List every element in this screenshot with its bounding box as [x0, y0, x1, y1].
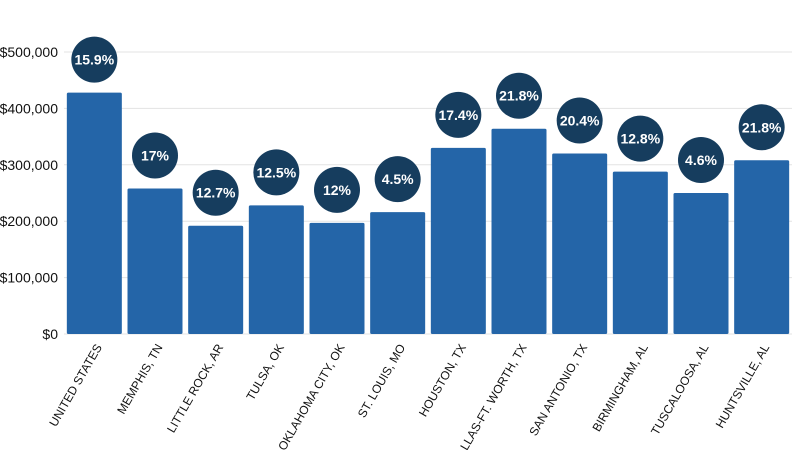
x-category-label: ST. LOUIS, MO [355, 342, 408, 421]
percent-badges: 15.9% 17% 12.7% 12.5% 12% 4.5% 17.4% 21.8% 20.4%… [71, 36, 785, 216]
y-tick-label: $300,000 [0, 157, 58, 173]
x-category-label: SAN ANTONIO, TX [526, 342, 590, 439]
percent-badge-label: 4.6% [685, 152, 717, 168]
percent-badge [738, 104, 785, 151]
bar [430, 147, 486, 334]
y-tick-label: $200,000 [0, 213, 58, 229]
x-category-label: TUSCALOOSA, AL [648, 341, 712, 437]
percent-badge-label: 12.5% [256, 164, 296, 180]
percent-badge [556, 97, 603, 144]
percent-badge [132, 132, 178, 179]
x-category-label: HUNTSVILLE, AL [713, 341, 773, 430]
percent-badge-label: 12% [323, 182, 352, 198]
percent-badge [253, 149, 300, 196]
percent-badge [435, 91, 482, 138]
percent-badge-label: 17% [141, 147, 170, 163]
percent-badge-label: 12.7% [196, 185, 236, 201]
y-tick-label: $100,000 [0, 270, 58, 286]
bar [552, 153, 608, 334]
percent-badge [192, 169, 239, 216]
percent-badge-label: 21.8% [499, 88, 539, 104]
x-category-label: HOUSTON, TX [416, 342, 469, 420]
y-axis-tick-labels: $0 $100,000 $200,000 $300,000 $400,000 $500,0… [0, 44, 58, 342]
y-tick-label: $0 [42, 326, 58, 342]
percent-badge [617, 115, 664, 162]
percent-badge-label: 12.8% [620, 131, 660, 147]
bar [127, 188, 183, 334]
x-category-label: MEMPHIS, TN [114, 342, 165, 417]
x-category-label: OKLAHOMA CITY, OK [275, 342, 347, 450]
percent-badge-label: 4.5% [382, 171, 414, 187]
gridlines [64, 51, 792, 335]
bar [188, 225, 244, 334]
percent-badge [374, 156, 421, 203]
x-category-label: LITTLE ROCK, AR [164, 341, 226, 435]
percent-badge-label: 20.4% [560, 113, 600, 129]
x-category-label: UNITED STATES [46, 342, 105, 429]
x-category-label: TULSA, OK [243, 342, 286, 403]
percent-badge-label: 21.8% [742, 119, 782, 135]
y-tick-label: $400,000 [0, 100, 58, 116]
bar [673, 193, 729, 334]
bar [309, 222, 365, 334]
bars [66, 92, 790, 334]
bar [66, 92, 122, 334]
bar [370, 212, 426, 334]
bar [491, 128, 547, 334]
y-tick-label: $500,000 [0, 44, 58, 60]
x-category-label: BIRMINGHAM, AL [589, 341, 651, 434]
percent-badge [496, 72, 542, 119]
percent-badge-label: 15.9% [74, 52, 114, 68]
percent-badge [314, 166, 360, 213]
bar [734, 160, 790, 334]
percent-badge-label: 17.4% [438, 107, 478, 123]
bar [248, 205, 304, 334]
bar [612, 171, 668, 334]
percent-badge [71, 36, 118, 83]
percent-badge [678, 137, 724, 183]
